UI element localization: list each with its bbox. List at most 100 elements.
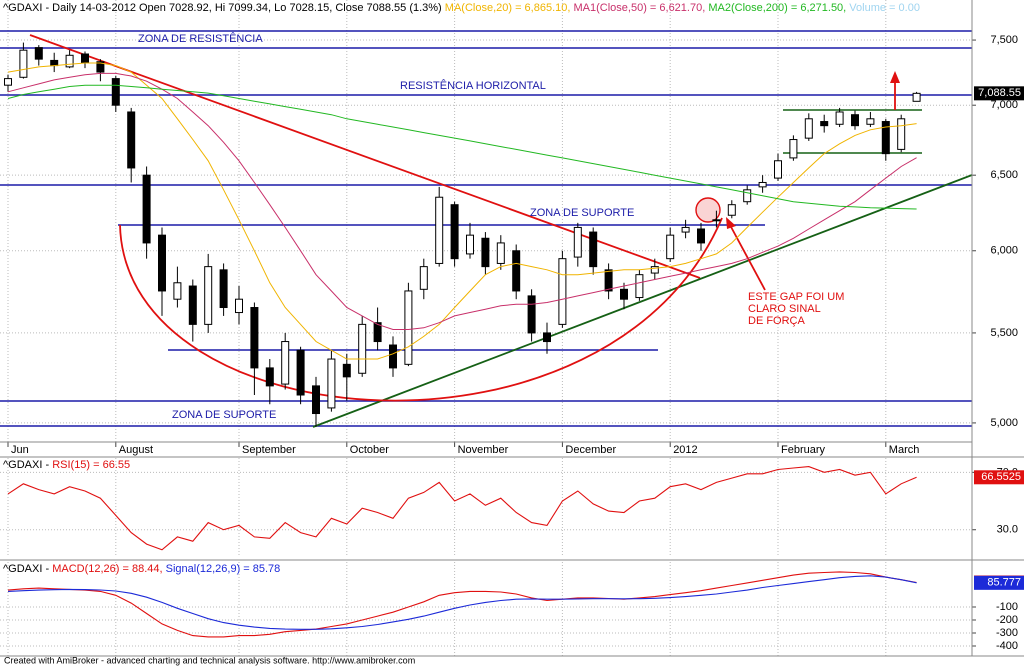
legend-entry: MACD(12,26) = 88.44,	[52, 563, 162, 575]
candle-body	[897, 118, 906, 150]
candle-body	[281, 341, 290, 385]
candle-body	[235, 298, 243, 314]
candle-body	[866, 118, 875, 125]
series-line	[7, 575, 917, 630]
y-tick-label: 7,000	[990, 99, 1018, 111]
candle-body	[389, 344, 397, 369]
candle-body	[65, 54, 74, 68]
marks	[4, 42, 921, 638]
x-tick-label: 2012	[673, 444, 697, 456]
candle-body	[804, 118, 813, 139]
candle-body	[851, 114, 859, 127]
value-tag	[974, 86, 1024, 101]
y-tick-label: 5,500	[990, 327, 1018, 339]
annotation: ZONA DE SUPORTE	[172, 409, 276, 421]
panel-title: ^GDAXI -	[3, 563, 49, 575]
candle-body	[327, 358, 336, 409]
candle-body	[604, 269, 613, 292]
candle-body	[681, 226, 690, 233]
candle-body	[635, 274, 644, 299]
candle-body	[820, 121, 829, 127]
x-tick-label: October	[350, 444, 389, 456]
candle-body	[512, 250, 521, 292]
candle-body	[527, 295, 536, 334]
candle-body	[666, 234, 675, 260]
y-tick-label: 30.0	[997, 524, 1018, 536]
candle-body	[835, 111, 844, 125]
panel-title: ^GDAXI -	[3, 459, 49, 471]
annotation: RESISTÊNCIA HORIZONTAL	[400, 79, 546, 92]
candle-body	[466, 234, 474, 255]
panel-header: ^GDAXI - Daily 14-03-2012 Open 7028.92, …	[3, 2, 920, 14]
candle-body	[789, 139, 798, 159]
drawings	[0, 30, 973, 428]
legend-entry: MA(Close,20) = 6,865.10,	[445, 2, 571, 14]
candle-body	[127, 111, 136, 169]
overlay: ^GDAXI - Daily 14-03-2012 Open 7028.92, …	[3, 2, 1024, 590]
annotation: DE FORÇA	[748, 315, 806, 327]
candle-body	[697, 228, 705, 244]
candle-body	[558, 258, 567, 325]
legend-entry: Volume = 0.00	[849, 2, 920, 14]
x-tick-label: December	[565, 444, 616, 456]
candle-body	[296, 349, 305, 396]
x-tick-label: February	[781, 444, 826, 456]
annotation: ZONA DE SUPORTE	[530, 207, 634, 219]
legend-entry: MA1(Close,50) = 6,621.70,	[574, 2, 706, 14]
y-tick-label: 7,500	[990, 34, 1018, 46]
candle-body	[342, 363, 351, 378]
candle-body	[188, 285, 197, 325]
candle-body	[265, 367, 274, 387]
candle-body	[758, 181, 767, 188]
candle-body	[358, 323, 367, 374]
candle-body	[173, 282, 182, 300]
arrow-head	[890, 71, 900, 83]
candle-body	[50, 59, 59, 67]
x-tick-label: August	[119, 444, 153, 456]
candle-body	[4, 78, 12, 86]
candle-body	[34, 47, 43, 60]
y-tick-label: 6,000	[990, 245, 1018, 257]
x-tick-label: March	[889, 444, 920, 456]
gap-circle	[695, 197, 721, 223]
candle-body	[620, 288, 628, 300]
series-line	[7, 84, 917, 210]
arrow	[729, 224, 766, 291]
y-tick-label: -200	[996, 614, 1018, 626]
y-tick-label: -400	[996, 640, 1018, 652]
arrow-head	[726, 217, 736, 229]
legend-entry: RSI(15) = 66.55	[52, 459, 130, 471]
legend-entry: MA2(Close,200) = 6,271.50,	[708, 2, 846, 14]
series-line	[7, 62, 917, 360]
candle-body	[404, 290, 413, 365]
y-tick-label: 6,500	[990, 169, 1018, 181]
candle-body	[142, 174, 151, 244]
candle-body	[312, 385, 320, 415]
panel-header: ^GDAXI - RSI(15) = 66.55	[3, 459, 130, 471]
x-tick-label: September	[242, 444, 296, 456]
candle-body	[573, 226, 582, 258]
series-line	[7, 571, 917, 638]
series-line	[7, 466, 917, 551]
candle-body	[450, 204, 459, 260]
candle-body	[543, 332, 551, 343]
y-tick-label: -300	[996, 627, 1018, 639]
candle-body	[727, 204, 736, 216]
candle-body	[158, 234, 166, 292]
candle-body	[650, 266, 659, 274]
value-tag	[974, 470, 1024, 485]
footer: Created with AmiBroker - advanced charti…	[4, 655, 415, 665]
candle-body	[250, 307, 259, 369]
candle-body	[373, 322, 382, 343]
annotation: CLARO SINAL	[748, 303, 821, 315]
candle-body	[96, 61, 105, 73]
legend-entry: Signal(12,26,9) = 85.78	[166, 563, 281, 575]
candle-body	[774, 160, 782, 179]
x-tick-label: Jun	[11, 444, 29, 456]
trend-line	[312, 174, 973, 428]
candle-body	[111, 78, 120, 106]
y-tick-label: 5,000	[990, 417, 1018, 429]
x-tick-label: November	[458, 444, 509, 456]
